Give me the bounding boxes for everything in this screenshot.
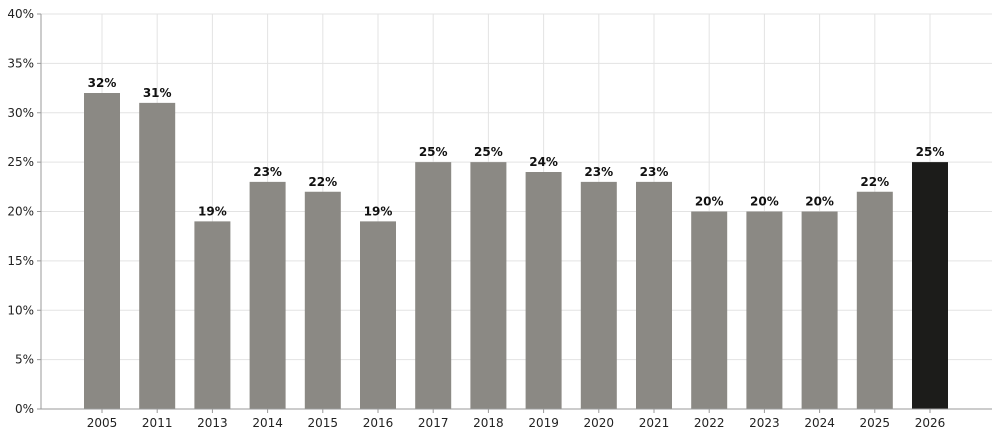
y-tick-label: 40%	[7, 7, 34, 21]
data-label-2020: 23%	[584, 165, 613, 179]
bar-2019	[525, 172, 562, 409]
grid-lines	[41, 13, 992, 409]
bar-2023	[746, 211, 783, 409]
data-label-2019: 24%	[529, 155, 558, 169]
bar-2024	[801, 211, 838, 409]
bar-2015	[304, 191, 341, 409]
x-tick-label-2024: 2024	[804, 416, 835, 430]
x-tick-label-2014: 2014	[252, 416, 283, 430]
data-label-2024: 20%	[805, 195, 834, 209]
bar-2020	[580, 181, 617, 409]
x-tick-label-2005: 2005	[87, 416, 118, 430]
x-tick-label-2016: 2016	[363, 416, 394, 430]
bar-2013	[194, 221, 231, 409]
data-label-2014: 23%	[253, 165, 282, 179]
y-tick-label: 0%	[15, 402, 34, 416]
y-tick-label: 35%	[7, 56, 34, 70]
data-label-2026: 25%	[916, 145, 945, 159]
x-tick-label-2021: 2021	[639, 416, 670, 430]
y-tick-label: 10%	[7, 303, 34, 317]
bar-2025	[856, 191, 893, 409]
data-label-2023: 20%	[750, 195, 779, 209]
y-tick-label: 30%	[7, 106, 34, 120]
data-label-2016: 19%	[364, 204, 393, 218]
data-label-2013: 19%	[198, 204, 227, 218]
x-tick-label-2015: 2015	[308, 416, 339, 430]
bar-2017	[415, 162, 452, 409]
data-label-2025: 22%	[860, 175, 889, 189]
bar-2014	[249, 181, 286, 409]
bar-2026	[912, 162, 948, 409]
y-tick-label: 5%	[15, 353, 34, 367]
data-label-2015: 22%	[308, 175, 337, 189]
x-tick-label-2013: 2013	[197, 416, 228, 430]
data-labels: 32% 31% 19% 23% 22% 19% 25% 25% 24% 23% 23% 20% 20% 2…	[88, 76, 945, 218]
bar-2021	[636, 181, 672, 409]
x-tick-label-2017: 2017	[418, 416, 449, 430]
x-tick-label-2011: 2011	[142, 416, 173, 430]
x-tick-label-2020: 2020	[584, 416, 615, 430]
axes: 2005 2011 2013 2014 2015 2016 2017 2018 2019 2020…	[7, 7, 992, 430]
y-tick-label: 25%	[7, 155, 34, 169]
data-label-2017: 25%	[419, 145, 448, 159]
data-label-2005: 32%	[88, 76, 117, 90]
x-tick-label-2023: 2023	[749, 416, 780, 430]
bar-2022	[691, 211, 728, 409]
bars	[84, 93, 948, 409]
data-label-2021: 23%	[640, 165, 669, 179]
bar-2005	[84, 93, 120, 409]
x-tick-label-2026: 2026	[915, 416, 946, 430]
x-tick-label-2018: 2018	[473, 416, 504, 430]
y-tick-label: 20%	[7, 205, 34, 219]
x-tick-label-2019: 2019	[528, 416, 559, 430]
bar-2011	[139, 102, 176, 409]
bar-2018	[470, 162, 507, 409]
y-tick-label: 15%	[7, 254, 34, 268]
data-label-2018: 25%	[474, 145, 503, 159]
data-label-2022: 20%	[695, 195, 724, 209]
bar-2016	[360, 221, 396, 409]
x-tick-label-2025: 2025	[860, 416, 891, 430]
x-tick-label-2022: 2022	[694, 416, 725, 430]
data-label-2011: 31%	[143, 86, 172, 100]
